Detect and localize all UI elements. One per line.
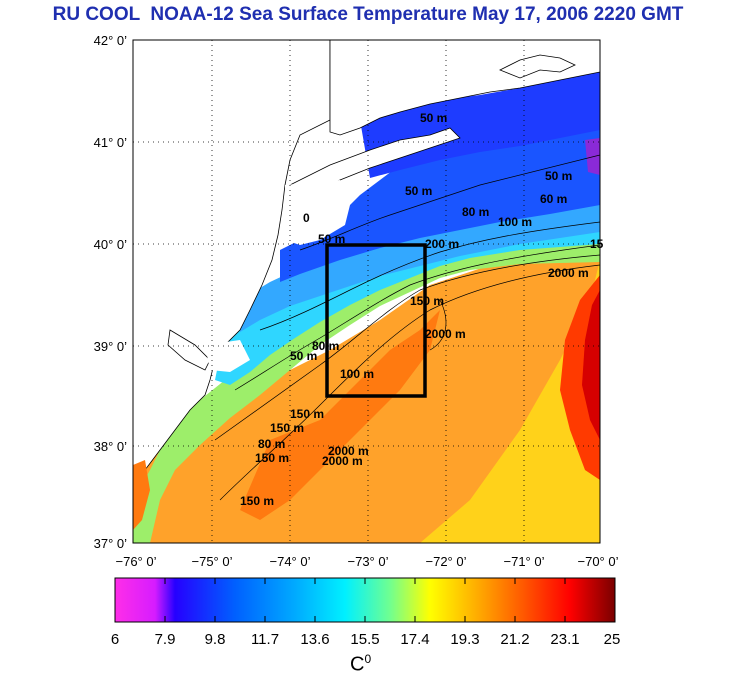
shelf-cyan-water	[215, 228, 600, 385]
lon-tick-label: −70° 0’	[578, 554, 619, 569]
contour-label: 15	[590, 237, 604, 251]
contour-label: 150 m	[240, 494, 274, 508]
region-box	[325, 243, 427, 398]
map-title: RU COOL NOAA-12 Sea Surface Temperature …	[52, 4, 684, 25]
unit-superscript: 0	[364, 652, 372, 666]
contour-label: 60 m	[540, 192, 567, 206]
contour-label: 50 m	[545, 169, 572, 183]
colorbar-tick-label: 25	[604, 631, 621, 648]
land-mainland	[133, 40, 331, 481]
contour-label: 2000 m	[425, 327, 466, 341]
contour-label: 50 m	[405, 184, 432, 198]
contour-label: 150 m	[270, 421, 304, 435]
lat-tick-label: 40° 0’	[94, 237, 128, 252]
map-frame	[132, 39, 601, 544]
contour-label: 2000 m	[548, 266, 589, 280]
colorbar-tick-label: 11.7	[251, 631, 279, 648]
colorbar-labels: 6 7.9 9.8 11.7 13.6 15.5 17.4 19.3 21.2 …	[111, 631, 621, 648]
contour-label: 2000 m	[322, 454, 363, 468]
shelf-light-blue-water	[240, 200, 600, 332]
delaware-bay	[167, 329, 211, 371]
unit-base: C	[350, 653, 365, 676]
lat-tick-label: 37° 0’	[94, 536, 128, 551]
lat-tick-label: 41° 0’	[94, 135, 128, 150]
contour-label: 80 m	[312, 339, 339, 353]
lat-tick-label: 42° 0’	[94, 33, 128, 48]
colorbar-tick-label: 21.2	[500, 631, 529, 648]
contour-label: 50 m	[290, 349, 317, 363]
contour-labels: 50 m 50 m 80 m 100 m 60 m 50 m 200 m 200…	[240, 111, 604, 508]
contour-label: 50 m	[318, 232, 345, 246]
colorbar-tick-label: 9.8	[205, 631, 226, 648]
contour-label: 150 m	[290, 407, 324, 421]
contour-label: 80 m	[462, 205, 489, 219]
lon-tick-label: −72° 0’	[426, 554, 467, 569]
lat-tick-label: 38° 0’	[94, 439, 128, 454]
contour-label: 100 m	[340, 367, 374, 381]
colorbar-tick-label: 15.5	[350, 631, 379, 648]
contour-label: 200 m	[425, 237, 459, 251]
lat-tick-label: 39° 0’	[94, 339, 128, 354]
contour-label: 100 m	[498, 215, 532, 229]
contour-label: 150 m	[410, 294, 444, 308]
contour-label: 50 m	[420, 111, 447, 125]
gulf-stream-core	[582, 290, 600, 440]
contour-label: 0	[303, 211, 310, 225]
colorbar-tick-label: 6	[111, 631, 119, 648]
colorbar-tick-label: 17.4	[400, 631, 429, 648]
shelf-green-water	[133, 242, 600, 543]
lon-tick-label: −75° 0’	[192, 554, 233, 569]
contour-label: 2000 m	[328, 444, 369, 458]
sst-field	[133, 40, 600, 543]
colorbar-ticks	[164, 578, 566, 622]
colorbar-tick-label: 23.1	[550, 631, 579, 648]
lon-tick-label: −74° 0’	[270, 554, 311, 569]
cloud-patch	[285, 180, 350, 245]
land-cape-cod	[499, 54, 576, 79]
contour-label: 150 m	[255, 451, 289, 465]
latitude-axis: 42° 0’ 41° 0’ 40° 0’ 39° 0’ 38° 0’ 37° 0…	[94, 33, 128, 551]
lon-tick-label: −73° 0’	[348, 554, 389, 569]
yellow-slope-water	[420, 260, 600, 543]
longitude-axis: −76° 0’ −75° 0’ −74° 0’ −73° 0’ −72° 0’ …	[116, 554, 619, 569]
colorbar-tick-label: 7.9	[155, 631, 176, 648]
bathymetry-contours	[214, 154, 600, 501]
lon-tick-label: −76° 0’	[116, 554, 157, 569]
colorbar	[114, 577, 616, 623]
warm-coastal-strip	[133, 460, 150, 530]
colorbar-unit-label: C0	[350, 652, 371, 677]
colorbar-tick-label: 19.3	[450, 631, 479, 648]
orange-band	[240, 310, 440, 520]
purple-patch	[585, 138, 600, 175]
lon-tick-label: −71° 0’	[504, 554, 545, 569]
cloud-patch	[205, 340, 250, 372]
contour-label: 80 m	[258, 437, 285, 451]
colorbar-tick-label: 13.6	[300, 631, 329, 648]
cold-shelf-water	[280, 110, 600, 282]
